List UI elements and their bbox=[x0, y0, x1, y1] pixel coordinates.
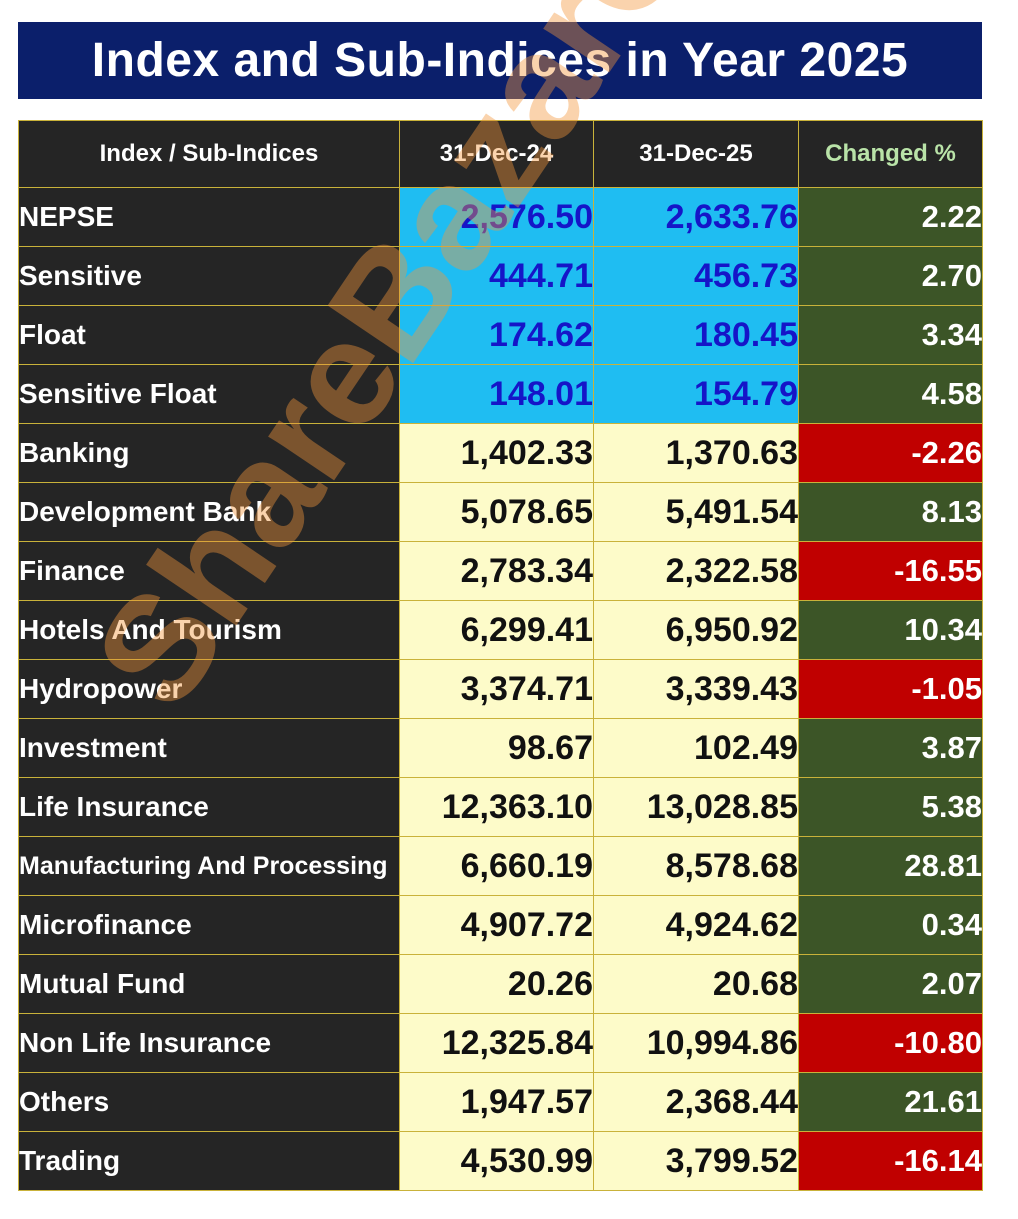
table-row: Mutual Fund 20.26 20.68 2.07 bbox=[18, 954, 983, 1014]
row-value-dec-25: 102.49 bbox=[593, 718, 799, 778]
row-value-dec-24: 20.26 bbox=[399, 954, 594, 1014]
table-row: Microfinance 4,907.72 4,924.62 0.34 bbox=[18, 895, 983, 955]
row-index-name: Investment bbox=[18, 718, 400, 778]
row-value-dec-24: 174.62 bbox=[399, 305, 594, 365]
row-changed-percent: 21.61 bbox=[798, 1072, 983, 1132]
table-row: Sensitive Float 148.01 154.79 4.58 bbox=[18, 364, 983, 424]
table-row: Life Insurance 12,363.10 13,028.85 5.38 bbox=[18, 777, 983, 837]
row-index-name: Development Bank bbox=[18, 482, 400, 542]
table-row: Finance 2,783.34 2,322.58 -16.55 bbox=[18, 541, 983, 601]
row-value-dec-24: 4,907.72 bbox=[399, 895, 594, 955]
header-dec-25: 31-Dec-25 bbox=[593, 120, 799, 188]
row-value-dec-25: 2,322.58 bbox=[593, 541, 799, 601]
table-row: Sensitive 444.71 456.73 2.70 bbox=[18, 246, 983, 306]
row-value-dec-25: 456.73 bbox=[593, 246, 799, 306]
row-value-dec-24: 6,660.19 bbox=[399, 836, 594, 896]
row-value-dec-24: 5,078.65 bbox=[399, 482, 594, 542]
row-value-dec-25: 4,924.62 bbox=[593, 895, 799, 955]
table-row: Hydropower 3,374.71 3,339.43 -1.05 bbox=[18, 659, 983, 719]
row-value-dec-24: 2,576.50 bbox=[399, 187, 594, 247]
row-value-dec-25: 154.79 bbox=[593, 364, 799, 424]
row-value-dec-25: 20.68 bbox=[593, 954, 799, 1014]
row-changed-percent: -1.05 bbox=[798, 659, 983, 719]
table-row: Float 174.62 180.45 3.34 bbox=[18, 305, 983, 365]
row-value-dec-25: 2,368.44 bbox=[593, 1072, 799, 1132]
row-index-name: Hydropower bbox=[18, 659, 400, 719]
row-value-dec-24: 148.01 bbox=[399, 364, 594, 424]
row-changed-percent: 0.34 bbox=[798, 895, 983, 955]
table-row: Development Bank 5,078.65 5,491.54 8.13 bbox=[18, 482, 983, 542]
row-index-name: Manufacturing And Processing bbox=[18, 836, 400, 896]
row-value-dec-25: 10,994.86 bbox=[593, 1013, 799, 1073]
row-value-dec-24: 6,299.41 bbox=[399, 600, 594, 660]
row-value-dec-25: 8,578.68 bbox=[593, 836, 799, 896]
row-value-dec-25: 2,633.76 bbox=[593, 187, 799, 247]
header-row: Index / Sub-Indices 31-Dec-24 31-Dec-25 … bbox=[18, 120, 983, 188]
row-index-name: Hotels And Tourism bbox=[18, 600, 400, 660]
row-value-dec-24: 3,374.71 bbox=[399, 659, 594, 719]
table-row: Manufacturing And Processing 6,660.19 8,57… bbox=[18, 836, 983, 896]
row-index-name: Others bbox=[18, 1072, 400, 1132]
row-index-name: Non Life Insurance bbox=[18, 1013, 400, 1073]
row-value-dec-25: 6,950.92 bbox=[593, 600, 799, 660]
table-row: Non Life Insurance 12,325.84 10,994.86 -10.… bbox=[18, 1013, 983, 1073]
table-row: NEPSE 2,576.50 2,633.76 2.22 bbox=[18, 187, 983, 247]
table-row: Banking 1,402.33 1,370.63 -2.26 bbox=[18, 423, 983, 483]
index-table: Index / Sub-Indices 31-Dec-24 31-Dec-25 … bbox=[18, 120, 983, 1191]
row-changed-percent: 2.70 bbox=[798, 246, 983, 306]
row-value-dec-24: 2,783.34 bbox=[399, 541, 594, 601]
row-index-name: Sensitive Float bbox=[18, 364, 400, 424]
table-row: Hotels And Tourism 6,299.41 6,950.92 10.34 bbox=[18, 600, 983, 660]
row-value-dec-24: 98.67 bbox=[399, 718, 594, 778]
row-changed-percent: -2.26 bbox=[798, 423, 983, 483]
row-changed-percent: -10.80 bbox=[798, 1013, 983, 1073]
row-index-name: Life Insurance bbox=[18, 777, 400, 837]
row-value-dec-24: 12,325.84 bbox=[399, 1013, 594, 1073]
row-value-dec-25: 5,491.54 bbox=[593, 482, 799, 542]
row-changed-percent: -16.55 bbox=[798, 541, 983, 601]
row-index-name: Banking bbox=[18, 423, 400, 483]
table-row: Investment 98.67 102.49 3.87 bbox=[18, 718, 983, 778]
row-value-dec-24: 12,363.10 bbox=[399, 777, 594, 837]
header-changed-percent: Changed % bbox=[798, 120, 983, 188]
row-index-name: NEPSE bbox=[18, 187, 400, 247]
row-changed-percent: 2.07 bbox=[798, 954, 983, 1014]
table-row: Others 1,947.57 2,368.44 21.61 bbox=[18, 1072, 983, 1132]
row-changed-percent: -16.14 bbox=[798, 1131, 983, 1191]
row-value-dec-25: 3,799.52 bbox=[593, 1131, 799, 1191]
row-changed-percent: 5.38 bbox=[798, 777, 983, 837]
row-index-name: Finance bbox=[18, 541, 400, 601]
row-value-dec-25: 13,028.85 bbox=[593, 777, 799, 837]
row-changed-percent: 28.81 bbox=[798, 836, 983, 896]
row-changed-percent: 3.34 bbox=[798, 305, 983, 365]
row-index-name: Float bbox=[18, 305, 400, 365]
row-changed-percent: 8.13 bbox=[798, 482, 983, 542]
row-changed-percent: 2.22 bbox=[798, 187, 983, 247]
header-index-name: Index / Sub-Indices bbox=[18, 120, 400, 188]
row-value-dec-25: 1,370.63 bbox=[593, 423, 799, 483]
row-index-name: Trading bbox=[18, 1131, 400, 1191]
row-value-dec-24: 1,947.57 bbox=[399, 1072, 594, 1132]
table-row: Trading 4,530.99 3,799.52 -16.14 bbox=[18, 1131, 983, 1191]
row-value-dec-24: 444.71 bbox=[399, 246, 594, 306]
row-index-name: Sensitive bbox=[18, 246, 400, 306]
chart-title: Index and Sub-Indices in Year 2025 bbox=[18, 22, 982, 99]
row-value-dec-25: 180.45 bbox=[593, 305, 799, 365]
row-index-name: Microfinance bbox=[18, 895, 400, 955]
row-changed-percent: 10.34 bbox=[798, 600, 983, 660]
row-value-dec-24: 1,402.33 bbox=[399, 423, 594, 483]
table-body: NEPSE 2,576.50 2,633.76 2.22 Sensitive 444.71… bbox=[18, 187, 983, 1191]
header-dec-24: 31-Dec-24 bbox=[399, 120, 594, 188]
row-index-name: Mutual Fund bbox=[18, 954, 400, 1014]
row-value-dec-24: 4,530.99 bbox=[399, 1131, 594, 1191]
row-value-dec-25: 3,339.43 bbox=[593, 659, 799, 719]
row-changed-percent: 4.58 bbox=[798, 364, 983, 424]
row-changed-percent: 3.87 bbox=[798, 718, 983, 778]
